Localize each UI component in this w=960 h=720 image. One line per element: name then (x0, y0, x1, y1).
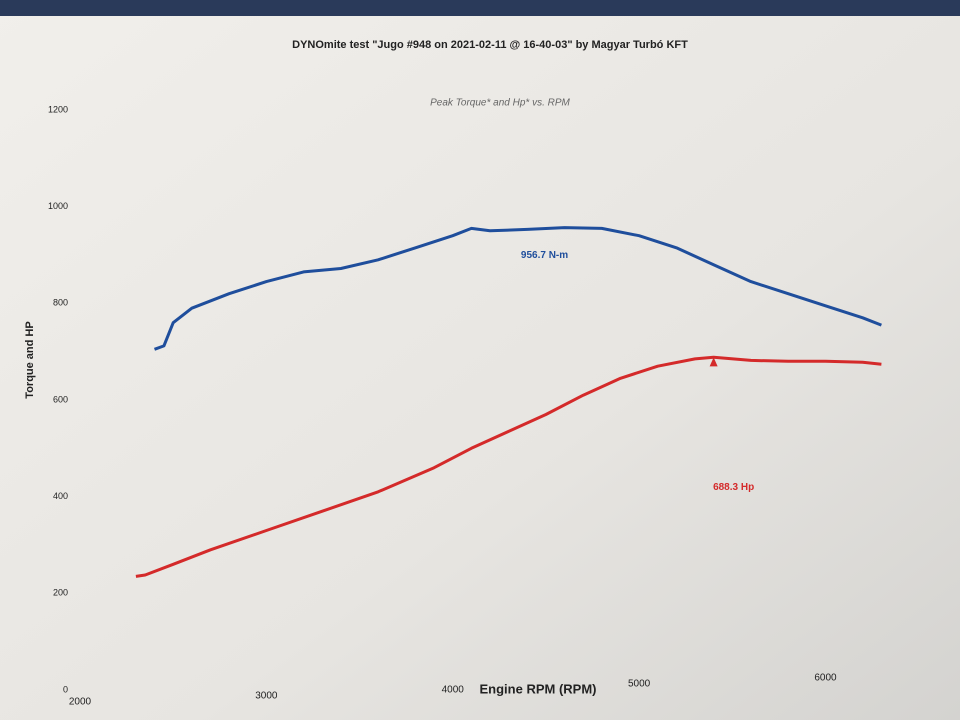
series-line (153, 226, 882, 351)
x-tick-label: 3000 (255, 691, 278, 702)
y-tick-label: 1000 (48, 201, 68, 211)
y-axis-label: Torque and HP (24, 321, 36, 398)
peak-marker (709, 357, 718, 367)
y-tick-label: 1200 (48, 104, 68, 114)
peak-label: 956.7 N-m (521, 250, 568, 261)
taskbar (0, 0, 960, 16)
chart-title: DYNOmite test "Jugo #948 on 2021-02-11 @… (292, 39, 688, 51)
x-tick-label: 6000 (814, 673, 837, 684)
series-line (135, 355, 882, 578)
peak-label: 688.3 Hp (713, 482, 754, 493)
y-tick-label: 200 (53, 588, 68, 598)
x-axis-label: Engine RPM (RPM) (480, 681, 597, 696)
x-tick-label: 5000 (628, 679, 651, 690)
y-tick-label: 800 (53, 298, 68, 308)
chart-subtitle: Peak Torque* and Hp* vs. RPM (430, 98, 570, 109)
x-tick-label: 4000 (442, 685, 465, 696)
y-tick-label: 600 (53, 394, 68, 404)
y-tick-label: 0 (63, 684, 68, 694)
y-tick-label: 400 (53, 491, 68, 501)
x-tick-label: 2000 (69, 697, 92, 708)
